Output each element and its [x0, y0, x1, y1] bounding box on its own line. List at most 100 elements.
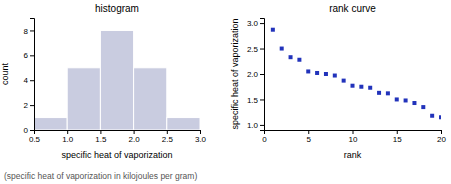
tick-label: 1.0 — [247, 121, 259, 130]
point — [430, 114, 434, 118]
tick-label: 0 — [262, 135, 267, 144]
x-axis: 0 5 10 15 20 — [262, 130, 446, 144]
tick: 2 — [24, 101, 34, 110]
bar — [67, 68, 100, 130]
tick-mark — [134, 130, 135, 134]
point — [377, 91, 381, 95]
bar — [34, 118, 67, 130]
tick-mark — [100, 130, 101, 134]
tick-mark — [308, 130, 309, 134]
tick-mark — [260, 23, 264, 24]
tick-label: 8 — [24, 27, 29, 36]
tick: 20 — [437, 130, 446, 144]
tick: 3.0 — [195, 130, 207, 144]
point — [439, 115, 441, 119]
title: rank curve — [329, 3, 376, 14]
tick-label: 2 — [24, 101, 29, 110]
tick-mark — [260, 74, 264, 75]
point — [412, 101, 416, 105]
x-axis-title: specific heat of vaporization — [61, 150, 172, 160]
axis-line — [260, 19, 265, 131]
panel: 0 5 10 15 20 1.0 1.5 2.0 2.5 3.0 rank curve rank spe… — [230, 3, 446, 160]
y-axis-title: count — [0, 62, 10, 85]
panel: 0.5 1.0 1.5 2.0 2.5 3.0 0 2 4 6 8 histogram specific… — [0, 3, 207, 160]
tick: 2.5 — [247, 45, 264, 54]
tick-mark — [441, 130, 442, 134]
tick-label: 20 — [437, 135, 446, 144]
x-axis: 0.5 1.0 1.5 2.0 2.5 3.0 — [29, 130, 207, 144]
tick: 15 — [393, 130, 402, 144]
tick-mark — [30, 30, 34, 31]
plot-area — [271, 28, 441, 120]
tick: 4 — [24, 76, 34, 85]
bar — [167, 118, 200, 130]
y-axis: 0 2 4 6 8 — [24, 19, 35, 136]
tick-mark — [260, 99, 264, 100]
tick: 1.0 — [62, 130, 74, 144]
tick-label: 3.0 — [195, 135, 207, 144]
tick: 1.0 — [247, 121, 264, 130]
axis-line — [35, 131, 201, 135]
tick-label: 15 — [393, 135, 402, 144]
tick-mark — [397, 130, 398, 134]
point — [271, 28, 275, 32]
tick-label: 5 — [307, 135, 312, 144]
tick: 3.0 — [247, 19, 264, 28]
point — [315, 71, 319, 75]
tick-label: 2.0 — [247, 70, 259, 79]
tick-mark — [260, 49, 264, 50]
point — [351, 84, 355, 88]
bar — [100, 30, 133, 130]
tick-mark — [200, 130, 201, 134]
tick-mark — [30, 80, 34, 81]
tick: 2.0 — [247, 70, 264, 79]
point — [359, 85, 363, 89]
tick-label: 2.5 — [162, 135, 174, 144]
tick: 6 — [24, 51, 34, 60]
point — [395, 97, 399, 101]
point — [297, 58, 301, 62]
tick: 5 — [307, 130, 312, 144]
axis-line — [30, 19, 35, 131]
y-axis-title: specific heat of vaporization — [230, 18, 240, 129]
plot-area — [34, 30, 200, 130]
point — [342, 79, 346, 83]
tick-mark — [30, 55, 34, 56]
tick-label: 6 — [24, 51, 29, 60]
bar — [134, 68, 167, 130]
tick: 1.5 — [247, 96, 264, 105]
point — [421, 105, 425, 109]
tick-label: 1.0 — [62, 135, 74, 144]
tick-label: 4 — [24, 76, 29, 85]
tick-mark — [67, 130, 68, 134]
y-axis: 1.0 1.5 2.0 2.5 3.0 — [247, 19, 265, 131]
tick: 2.5 — [162, 130, 174, 144]
tick: 10 — [349, 130, 358, 144]
tick-mark — [30, 130, 34, 131]
point — [333, 74, 337, 78]
tick-label: 2.0 — [129, 135, 141, 144]
tick-label: 3.0 — [247, 19, 259, 28]
tick-label: 2.5 — [247, 45, 259, 54]
tick: 0 — [24, 126, 34, 135]
tick: 8 — [24, 27, 34, 36]
tick-label: 1.5 — [95, 135, 107, 144]
point — [368, 86, 372, 90]
tick: 2.0 — [129, 130, 141, 144]
tick-mark — [30, 105, 34, 106]
title: histogram — [95, 3, 139, 14]
tick-label: 10 — [349, 135, 358, 144]
x-axis-title: rank — [344, 150, 362, 160]
chart: 0.5 1.0 1.5 2.0 2.5 3.0 0 2 4 6 8 histogram specific… — [0, 0, 451, 184]
point — [386, 91, 390, 95]
point — [324, 72, 328, 76]
tick: 0 — [262, 130, 267, 144]
tick: 0.5 — [29, 130, 41, 144]
point — [280, 47, 284, 51]
tick-label: 1.5 — [247, 96, 259, 105]
tick-mark — [260, 125, 264, 126]
tick-label: 0 — [24, 126, 29, 135]
point — [289, 55, 293, 59]
point — [306, 69, 310, 73]
axis-line — [265, 131, 442, 135]
